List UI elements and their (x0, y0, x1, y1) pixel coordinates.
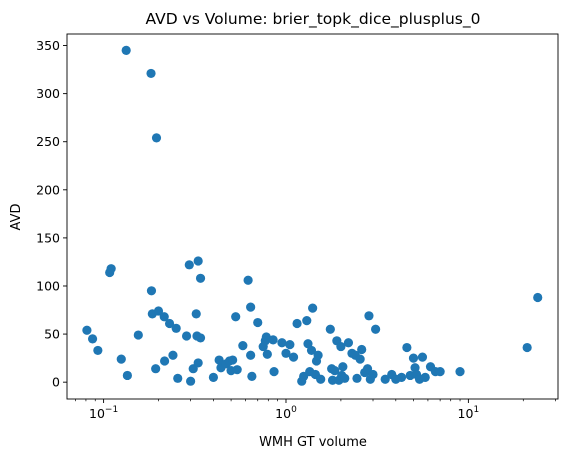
data-point-4 (106, 264, 116, 274)
data-point-54 (285, 340, 295, 350)
data-point-86 (364, 311, 374, 321)
data-point-85 (362, 364, 373, 374)
data-point-88 (368, 369, 378, 380)
data-point-49 (262, 349, 272, 359)
data-point-106 (522, 342, 532, 353)
x-axis-label: WMH GT volume (259, 435, 367, 450)
data-point-12 (151, 364, 161, 374)
data-point-104 (435, 366, 445, 377)
data-point-53 (281, 348, 291, 358)
y-tick-label-4: 200 (36, 182, 60, 197)
data-point-38 (231, 312, 241, 322)
data-point-21 (181, 331, 192, 341)
data-point-44 (247, 371, 257, 381)
data-point-37 (228, 355, 238, 365)
data-point-23 (186, 376, 196, 386)
data-point-93 (396, 372, 407, 382)
data-point-20 (173, 373, 183, 383)
data-point-9 (146, 68, 156, 79)
data-point-8 (133, 330, 143, 340)
data-point-40 (238, 341, 248, 351)
data-point-43 (246, 350, 256, 360)
data-point-29 (195, 273, 206, 283)
data-point-66 (313, 350, 323, 360)
data-point-18 (168, 350, 178, 360)
data-point-42 (246, 302, 256, 312)
chart-title: AVD vs Volume: brier_topk_dice_plusplus_… (145, 10, 480, 29)
y-tick-label-5: 250 (36, 134, 60, 149)
y-tick-label-0: 0 (52, 375, 60, 390)
data-point-7 (122, 370, 132, 381)
x-axis-ticks: 10−1 100 101 (74, 399, 556, 421)
data-point-74 (336, 341, 346, 352)
axes (66, 33, 559, 400)
data-point-2 (93, 345, 103, 356)
data-point-90 (380, 374, 390, 384)
data-point-68 (325, 324, 335, 334)
data-point-31 (208, 372, 219, 382)
data-point-17 (164, 318, 175, 329)
data-point-89 (371, 324, 381, 334)
data-point-76 (338, 362, 348, 372)
data-point-96 (408, 353, 419, 363)
data-point-107 (533, 292, 543, 303)
data-point-62 (306, 345, 317, 356)
y-tick-label-6: 300 (36, 86, 60, 101)
data-point-94 (402, 342, 412, 353)
data-point-13 (151, 133, 162, 143)
y-tick-label-3: 150 (36, 230, 60, 245)
data-point-19 (171, 323, 181, 333)
data-point-1 (87, 334, 98, 344)
data-point-83 (357, 344, 367, 355)
y-axis-ticks: 0 50 100 150 200 250 300 350 (36, 38, 67, 390)
data-point-22 (184, 260, 194, 270)
data-point-25 (191, 309, 201, 319)
plot-frame (66, 33, 559, 400)
data-point-41 (243, 275, 253, 285)
data-point-71 (330, 366, 340, 376)
data-point-51 (269, 366, 279, 377)
data-point-81 (352, 373, 362, 383)
data-point-50 (268, 335, 278, 345)
data-point-56 (292, 318, 302, 329)
data-point-30 (195, 333, 206, 343)
data-point-32 (214, 355, 224, 365)
data-point-15 (159, 312, 169, 322)
data-point-77 (340, 373, 350, 383)
data-point-67 (316, 374, 326, 384)
data-point-0 (82, 325, 92, 335)
data-point-105 (455, 366, 465, 377)
data-point-14 (153, 306, 164, 316)
data-point-16 (160, 356, 170, 366)
y-tick-label-7: 350 (36, 38, 60, 53)
y-axis-label: AVD (9, 204, 24, 231)
data-point-45 (253, 317, 263, 328)
data-point-101 (420, 372, 430, 382)
x-tick-label-0: 10−1 (89, 405, 118, 421)
data-point-55 (288, 352, 299, 362)
y-tick-label-1: 50 (44, 327, 60, 342)
y-tick-label-2: 100 (36, 278, 60, 293)
data-point-82 (355, 354, 365, 364)
x-tick-label-2: 101 (458, 405, 480, 421)
x-tick-label-1: 100 (275, 405, 297, 421)
data-point-78 (343, 338, 354, 348)
data-point-10 (146, 286, 157, 296)
data-point-28 (193, 358, 203, 368)
data-point-5 (116, 354, 126, 364)
data-points (82, 45, 543, 386)
data-point-70 (327, 375, 338, 385)
data-point-52 (277, 338, 287, 348)
data-point-39 (232, 365, 242, 375)
data-point-100 (417, 352, 428, 362)
data-point-59 (302, 316, 312, 326)
data-point-6 (121, 45, 131, 55)
data-point-63 (308, 303, 318, 313)
data-point-27 (193, 256, 203, 266)
